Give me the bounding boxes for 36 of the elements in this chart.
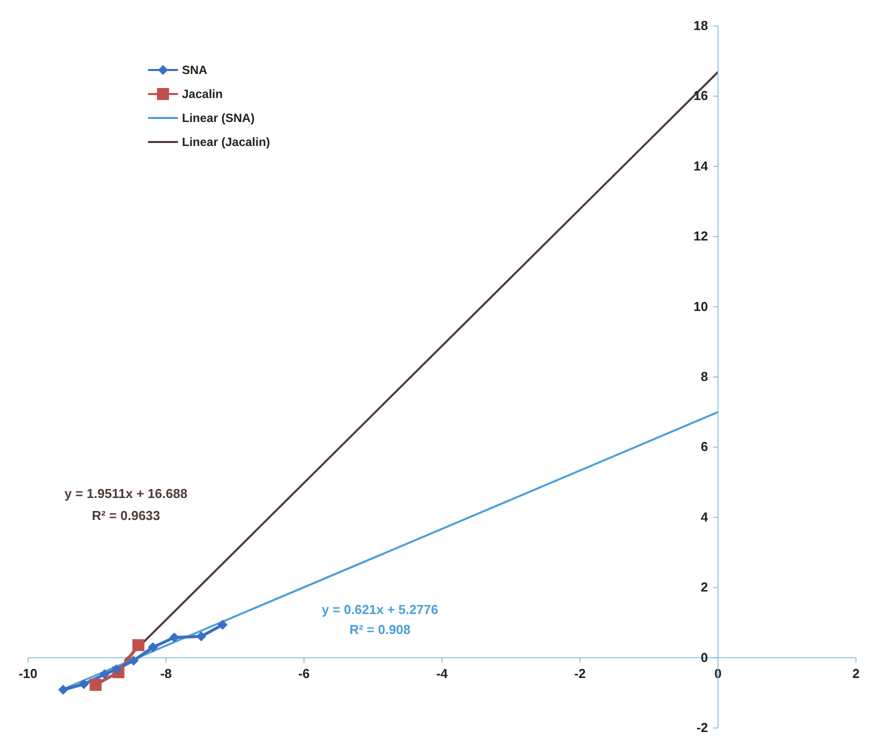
- x-tick-label: 2: [852, 666, 860, 681]
- y-tick-label: 14: [694, 158, 709, 174]
- y-tick-label: -2: [696, 720, 708, 735]
- x-tick-label: -10: [18, 666, 38, 681]
- x-tick-label: -6: [298, 666, 310, 681]
- legend-label: Linear (Jacalin): [182, 134, 270, 151]
- y-tick-label: 16: [694, 88, 708, 104]
- point: [169, 632, 180, 642]
- legend-label: SNA: [182, 62, 208, 79]
- y-tick-label: 0: [700, 650, 708, 665]
- legend-label: Jacalin: [182, 86, 223, 103]
- annotation: R² = 0.908: [349, 622, 411, 637]
- legend-label: Linear (SNA): [182, 110, 255, 127]
- point: [132, 639, 144, 652]
- annotation: y = 1.9511x + 16.688: [64, 486, 188, 501]
- y-tick-label: 2: [700, 580, 708, 595]
- y-tick-label: 10: [694, 298, 708, 314]
- point: [100, 669, 110, 680]
- annotation: R² = 0.9633: [92, 508, 160, 523]
- x-tick-label: -8: [160, 666, 172, 681]
- x-tick-label: -4: [436, 666, 449, 681]
- annotation: y = 0.621x + 5.2776: [322, 602, 438, 617]
- x-tick-label: -2: [574, 666, 586, 681]
- point: [58, 684, 68, 695]
- point: [148, 642, 158, 652]
- point: [128, 656, 139, 666]
- point: [218, 620, 228, 630]
- y-tick-label: 8: [700, 369, 708, 384]
- y-tick-label: 12: [694, 228, 708, 244]
- y-tick-label: 6: [700, 439, 708, 454]
- point: [196, 631, 206, 642]
- point: [90, 678, 102, 691]
- y-tick-label: 18: [694, 18, 708, 33]
- point: [78, 679, 89, 690]
- y-tick-label: 4: [700, 509, 709, 524]
- point: [111, 664, 122, 674]
